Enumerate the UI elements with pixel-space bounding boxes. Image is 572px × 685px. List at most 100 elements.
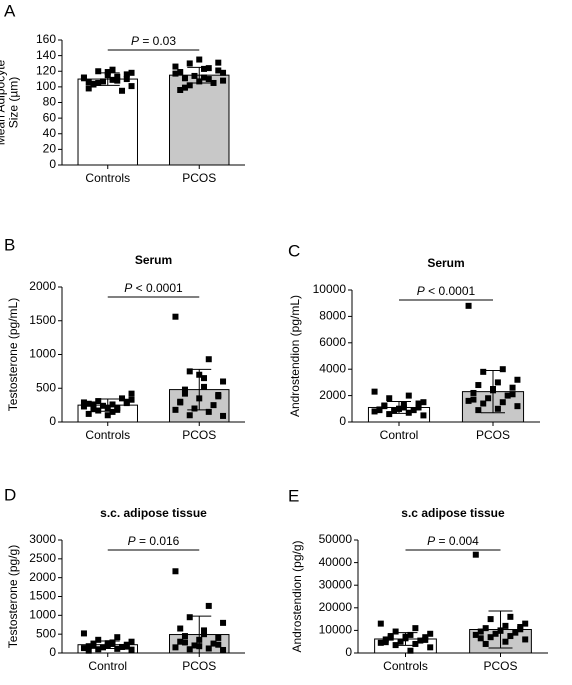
data-point xyxy=(377,639,384,646)
data-point xyxy=(480,400,487,407)
data-point xyxy=(205,408,212,415)
data-point xyxy=(186,368,193,375)
data-point xyxy=(90,401,97,408)
data-point xyxy=(215,67,222,74)
data-point xyxy=(400,404,407,411)
data-point xyxy=(220,378,227,385)
data-point xyxy=(95,398,102,405)
data-point xyxy=(114,73,121,80)
data-point xyxy=(177,87,184,93)
x-tick-label: Controls xyxy=(383,659,428,673)
data-point xyxy=(415,400,422,407)
y-tick-label: 1500 xyxy=(29,313,56,327)
y-tick-label: 100 xyxy=(36,79,56,93)
data-point xyxy=(177,69,184,76)
y-axis-label: Mean Adipocyte xyxy=(0,59,8,145)
y-tick-label: 4000 xyxy=(319,361,346,375)
data-point xyxy=(475,382,482,389)
data-point xyxy=(220,77,227,84)
panel-letter: A xyxy=(4,1,16,20)
data-point xyxy=(517,624,524,631)
data-point xyxy=(514,376,521,383)
data-point xyxy=(95,646,102,653)
y-tick-label: 10000 xyxy=(313,282,347,296)
data-point xyxy=(181,633,188,640)
y-tick-label: 500 xyxy=(36,626,56,640)
y-tick-label: 2000 xyxy=(29,279,56,293)
y-axis-label: Androstendion (pg/g) xyxy=(290,540,304,652)
y-tick-label: 1500 xyxy=(29,589,56,603)
data-point xyxy=(420,399,427,406)
data-point xyxy=(215,634,222,641)
data-point xyxy=(109,408,116,415)
data-point xyxy=(210,79,217,86)
data-point xyxy=(485,395,492,402)
data-point xyxy=(172,406,179,413)
p-value: P < 0.0001 xyxy=(417,284,476,298)
p-text: = 0.004 xyxy=(438,534,479,548)
data-point xyxy=(405,392,412,399)
data-point xyxy=(85,85,92,92)
data-point xyxy=(85,410,92,417)
data-point xyxy=(95,636,102,643)
data-point xyxy=(99,78,106,85)
data-point xyxy=(205,65,212,72)
data-point xyxy=(201,631,208,638)
data-point xyxy=(205,645,212,652)
y-tick-label: 140 xyxy=(36,48,56,62)
data-point xyxy=(386,411,393,418)
data-point xyxy=(201,375,208,382)
data-point xyxy=(99,402,106,409)
data-point xyxy=(371,408,378,415)
data-point xyxy=(104,405,111,412)
data-point xyxy=(177,625,184,632)
data-point xyxy=(499,399,506,406)
x-tick-label: Controls xyxy=(85,171,130,185)
data-point xyxy=(109,66,116,73)
data-point xyxy=(172,644,179,651)
data-point xyxy=(396,405,402,412)
data-point xyxy=(427,630,434,637)
data-point xyxy=(80,75,87,82)
x-tick-label: Control xyxy=(380,428,419,442)
data-point xyxy=(387,634,394,641)
x-tick-label: PCOS xyxy=(476,428,510,442)
data-point xyxy=(509,384,516,391)
data-point xyxy=(196,56,203,63)
data-point xyxy=(381,402,388,409)
data-point xyxy=(522,636,529,643)
data-point xyxy=(181,639,188,646)
data-point xyxy=(128,83,135,90)
y-tick-label: 20 xyxy=(43,142,57,156)
data-point xyxy=(177,638,184,645)
data-point xyxy=(191,405,198,412)
data-point xyxy=(417,637,424,644)
x-tick-label: PCOS xyxy=(182,171,216,185)
data-point xyxy=(128,646,135,653)
data-point xyxy=(475,407,482,414)
data-point xyxy=(186,614,193,621)
data-point xyxy=(114,77,121,84)
data-point xyxy=(196,643,203,650)
data-point xyxy=(104,412,111,419)
data-point xyxy=(494,405,501,412)
data-point xyxy=(499,366,506,373)
y-tick-label: 1000 xyxy=(29,347,56,361)
data-point xyxy=(123,398,130,405)
data-point xyxy=(487,616,494,623)
data-point xyxy=(181,75,188,82)
data-point xyxy=(123,76,130,83)
data-point xyxy=(391,407,398,414)
data-point xyxy=(220,69,227,76)
y-tick-label: 0 xyxy=(339,414,346,428)
data-point xyxy=(507,633,514,640)
data-point xyxy=(415,404,422,411)
data-point xyxy=(119,395,126,402)
p-symbol: P xyxy=(131,34,139,48)
data-point xyxy=(472,551,479,558)
y-tick-label: 40000 xyxy=(319,555,353,569)
data-point xyxy=(220,412,227,419)
data-point xyxy=(172,568,179,575)
data-point xyxy=(90,80,97,87)
